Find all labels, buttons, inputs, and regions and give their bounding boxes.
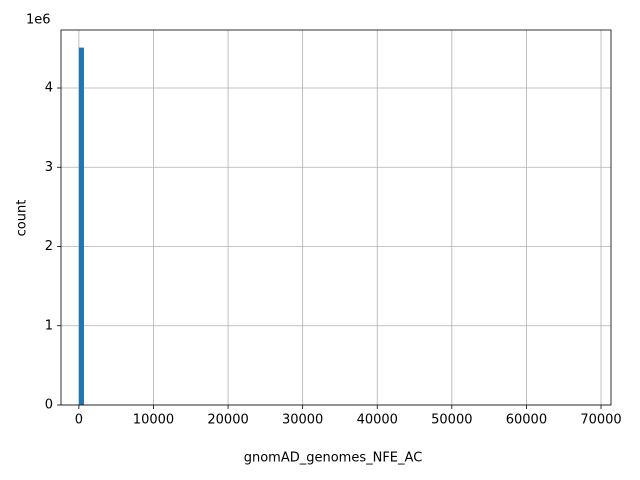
y-tick-label: 0 [45,398,53,413]
x-tick-label: 30000 [282,413,323,428]
y-tick-label: 3 [45,160,53,175]
y-tick-label: 2 [45,239,53,254]
x-tick-label: 0 [75,413,83,428]
x-axis-label: gnomAD_genomes_NFE_AC [244,451,423,466]
x-tick-label: 70000 [580,413,621,428]
bar [78,47,84,405]
y-axis-label: count [15,200,30,237]
y-offset-label: 1e6 [26,13,51,28]
x-tick-label: 10000 [133,413,174,428]
plot-frame [60,29,612,406]
x-tick-label: 50000 [431,413,472,428]
x-tick-label: 20000 [207,413,248,428]
x-tick-label: 60000 [506,413,547,428]
y-tick-label: 4 [45,81,53,96]
x-tick-label: 40000 [357,413,398,428]
y-tick-label: 1 [45,318,53,333]
